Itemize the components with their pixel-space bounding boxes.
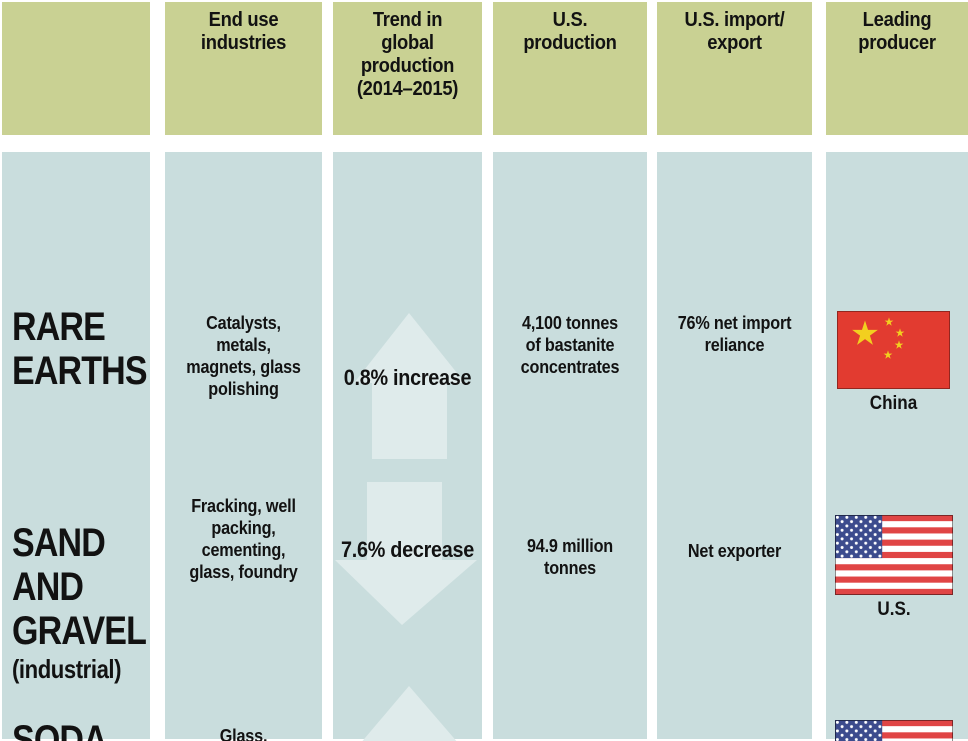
row-label-sand-gravel: SAND AND GRAVEL (industrial)	[12, 477, 147, 728]
up-arrow-icon	[362, 686, 457, 741]
producer-label-us: U.S.	[877, 599, 911, 620]
trend-rare-earths: 0.8% increase	[343, 365, 472, 390]
us-flag	[835, 515, 953, 595]
row-label-note: (industrial)	[12, 654, 122, 684]
row-label-text: SAND AND GRAVEL	[12, 521, 147, 653]
up-arrow-icon	[354, 313, 465, 459]
column-end-use: Catalysts, metals, magnets, glass polish…	[165, 152, 322, 741]
trend-sand-gravel: 7.6% decrease	[340, 537, 475, 562]
header-cell-end-use: End use industries	[165, 2, 322, 135]
column-trend: 0.8% increase 7.6% decrease 0.8% increas…	[333, 152, 482, 741]
column-leading-producer: China U.S.	[826, 152, 968, 741]
header-cell-import-export: U.S. import/ export	[657, 2, 812, 135]
header-cell-leading-producer: Leading producer	[826, 2, 968, 135]
column-header: U.S. production	[523, 9, 617, 54]
header-cell-blank	[2, 2, 150, 135]
column-header: U.S. import/ export	[684, 9, 785, 54]
column-us-production: 4,100 tonnes of bastanite concentrates 9…	[493, 152, 647, 739]
us-production-sand-gravel: 94.9 million tonnes	[526, 536, 614, 578]
us-production-rare-earths: 4,100 tonnes of bastanite concentrates	[520, 313, 620, 377]
column-header: Trend in global production (2014–2015)	[356, 9, 459, 100]
import-export-sand-gravel: Net exporter	[687, 541, 782, 561]
end-use-rare-earths: Catalysts, metals, magnets, glass polish…	[186, 313, 301, 399]
row-label-soda-ash: SODA ASH	[12, 718, 108, 741]
column-import-export: 76% net import reliance Net exporter Net…	[657, 152, 812, 739]
china-flag	[837, 311, 950, 389]
header-cell-us-production: U.S. production	[493, 2, 647, 135]
producer-label-china: China	[869, 393, 918, 414]
row-label-rare-earths: RARE EARTHS	[12, 305, 148, 393]
column-mineral-names: RARE EARTHS SAND AND GRAVEL (industrial)…	[2, 152, 150, 741]
end-use-soda-ash: Glass, chemicals, detergent, etc	[219, 726, 268, 741]
down-arrow-icon	[335, 482, 477, 625]
column-header: Leading producer	[858, 9, 936, 54]
column-header: End use industries	[200, 9, 287, 54]
header-cell-trend: Trend in global production (2014–2015)	[333, 2, 482, 135]
us-flag	[835, 720, 953, 741]
import-export-rare-earths: 76% net import reliance	[677, 313, 792, 355]
end-use-sand-gravel: Fracking, well packing, cementing, glass…	[189, 496, 298, 582]
